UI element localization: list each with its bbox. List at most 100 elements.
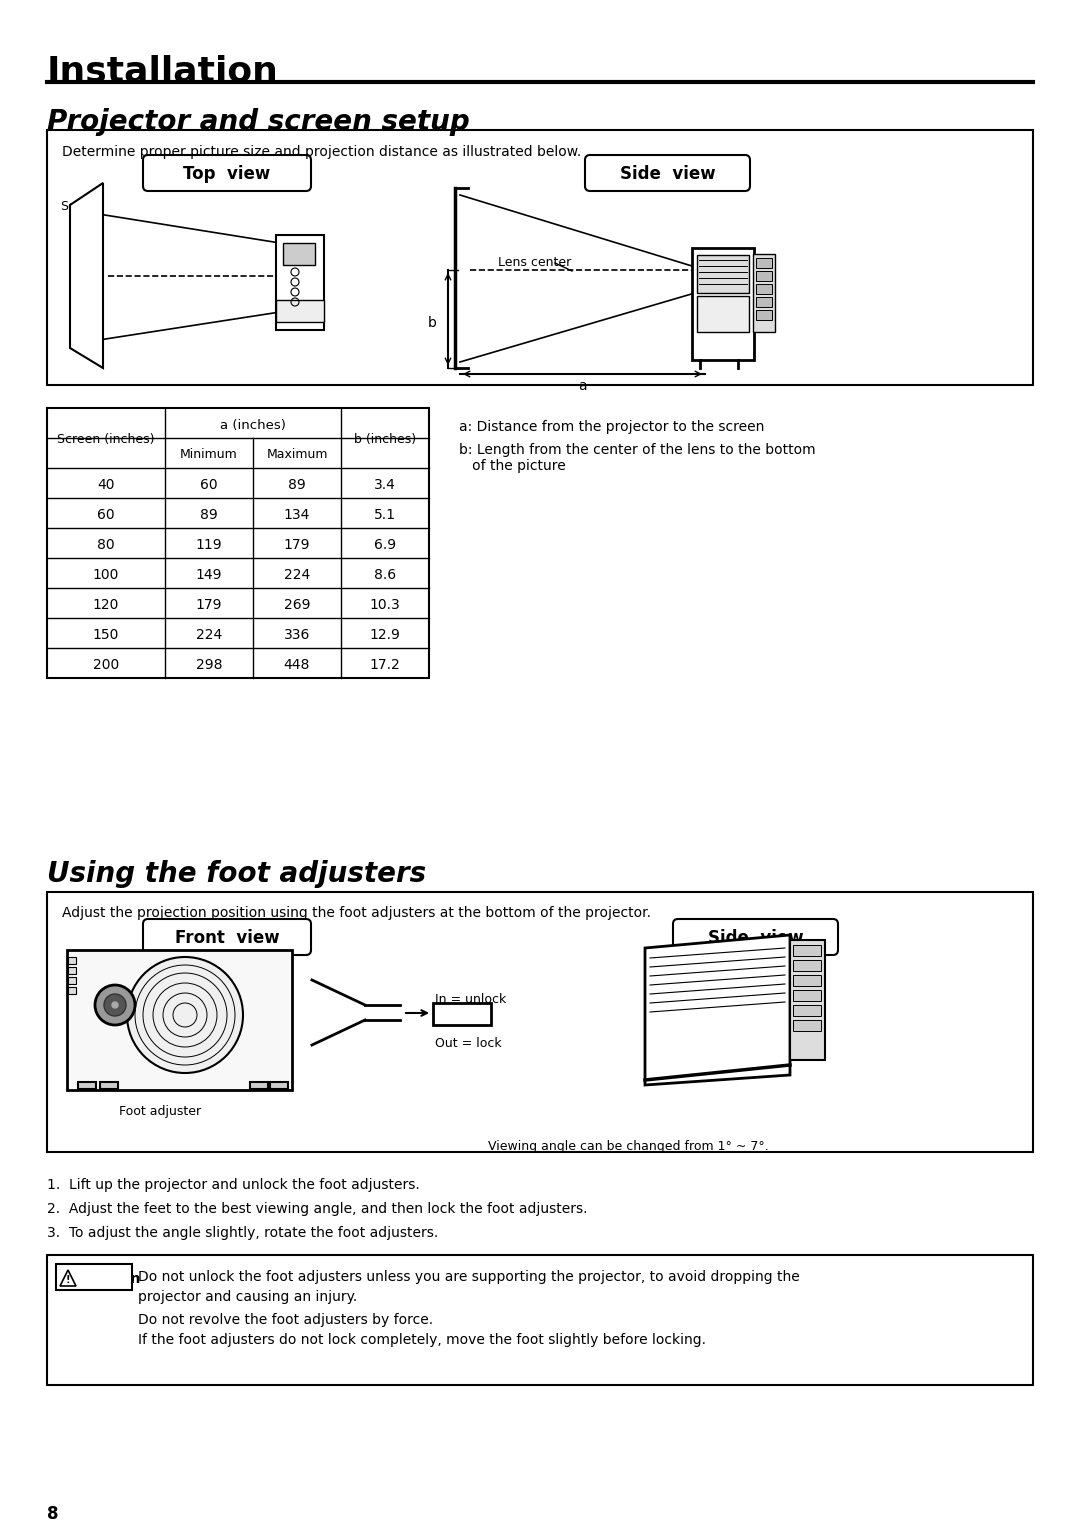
Bar bbox=[68, 967, 76, 974]
Bar bbox=[68, 957, 76, 964]
Bar bbox=[283, 243, 315, 266]
Bar bbox=[793, 960, 821, 971]
Text: b (inches): b (inches) bbox=[354, 433, 416, 447]
Circle shape bbox=[112, 1003, 118, 1009]
Text: 17.2: 17.2 bbox=[369, 658, 401, 671]
Text: 60: 60 bbox=[97, 508, 114, 522]
Text: 80: 80 bbox=[97, 539, 114, 552]
Bar bbox=[433, 1003, 491, 1025]
Text: 179: 179 bbox=[195, 598, 222, 612]
Bar bbox=[756, 298, 772, 307]
Text: Determine proper picture size and projection distance as illustrated below.: Determine proper picture size and projec… bbox=[62, 145, 581, 159]
Text: b: b bbox=[428, 316, 436, 330]
Text: 89: 89 bbox=[288, 478, 306, 491]
Text: projector and causing an injury.: projector and causing an injury. bbox=[138, 1289, 357, 1305]
Bar bbox=[100, 1082, 118, 1090]
Circle shape bbox=[104, 993, 126, 1016]
Text: Side  view: Side view bbox=[707, 929, 804, 948]
Circle shape bbox=[95, 984, 135, 1025]
Text: Minimum: Minimum bbox=[180, 449, 238, 461]
Text: 150: 150 bbox=[93, 629, 119, 642]
Text: 5.1: 5.1 bbox=[374, 508, 396, 522]
Text: 2.  Adjust the feet to the best viewing angle, and then lock the foot adjusters.: 2. Adjust the feet to the best viewing a… bbox=[48, 1202, 588, 1216]
Text: Caution: Caution bbox=[80, 1273, 140, 1286]
Text: Installation: Installation bbox=[48, 55, 279, 89]
Text: Adjust the projection position using the foot adjusters at the bottom of the pro: Adjust the projection position using the… bbox=[62, 906, 651, 920]
FancyBboxPatch shape bbox=[673, 919, 838, 955]
Text: Out = lock: Out = lock bbox=[435, 1038, 501, 1050]
Bar bbox=[793, 990, 821, 1001]
Text: 224: 224 bbox=[195, 629, 222, 642]
Bar bbox=[697, 296, 750, 333]
Bar bbox=[249, 1082, 268, 1090]
Polygon shape bbox=[70, 183, 103, 368]
Text: 269: 269 bbox=[284, 598, 310, 612]
Bar bbox=[48, 130, 1032, 385]
Text: Screen (inches): Screen (inches) bbox=[57, 433, 154, 447]
Text: Top  view: Top view bbox=[184, 165, 271, 183]
Bar bbox=[793, 1019, 821, 1032]
Text: Foot adjuster: Foot adjuster bbox=[119, 1105, 201, 1119]
Text: 336: 336 bbox=[284, 629, 310, 642]
Bar bbox=[276, 235, 324, 330]
Text: If the foot adjusters do not lock completely, move the foot slightly before lock: If the foot adjusters do not lock comple… bbox=[138, 1334, 706, 1347]
Bar bbox=[68, 977, 76, 984]
Bar bbox=[793, 1006, 821, 1016]
Bar bbox=[697, 255, 750, 293]
Text: Side  view: Side view bbox=[620, 165, 715, 183]
Bar bbox=[793, 975, 821, 986]
FancyBboxPatch shape bbox=[56, 1264, 132, 1289]
Bar bbox=[756, 272, 772, 281]
Text: 40: 40 bbox=[97, 478, 114, 491]
Text: 149: 149 bbox=[195, 568, 222, 581]
Text: 60: 60 bbox=[200, 478, 218, 491]
Text: 8: 8 bbox=[48, 1505, 58, 1523]
Bar bbox=[756, 310, 772, 320]
Text: 179: 179 bbox=[284, 539, 310, 552]
Text: 1.  Lift up the projector and unlock the foot adjusters.: 1. Lift up the projector and unlock the … bbox=[48, 1178, 420, 1192]
Text: a: a bbox=[578, 378, 586, 394]
Text: Maximum: Maximum bbox=[267, 449, 327, 461]
Bar bbox=[793, 945, 821, 955]
Text: 448: 448 bbox=[284, 658, 310, 671]
Text: a: Distance from the projector to the screen: a: Distance from the projector to the sc… bbox=[459, 420, 765, 433]
Bar bbox=[270, 1082, 288, 1090]
Text: Using the foot adjusters: Using the foot adjusters bbox=[48, 861, 427, 888]
Text: Screen: Screen bbox=[60, 200, 104, 214]
Text: Do not unlock the foot adjusters unless you are supporting the projector, to avo: Do not unlock the foot adjusters unless … bbox=[138, 1270, 800, 1283]
Bar bbox=[756, 258, 772, 269]
Polygon shape bbox=[60, 1270, 76, 1286]
Text: 12.9: 12.9 bbox=[369, 629, 401, 642]
Polygon shape bbox=[645, 935, 789, 1085]
Text: Front  view: Front view bbox=[175, 929, 280, 948]
Bar bbox=[48, 893, 1032, 1152]
Text: 224: 224 bbox=[284, 568, 310, 581]
Text: 6.9: 6.9 bbox=[374, 539, 396, 552]
Text: !: ! bbox=[66, 1276, 70, 1285]
Text: Projector and screen setup: Projector and screen setup bbox=[48, 108, 470, 136]
Text: 119: 119 bbox=[195, 539, 222, 552]
FancyBboxPatch shape bbox=[585, 156, 750, 191]
FancyBboxPatch shape bbox=[143, 919, 311, 955]
Text: 3.  To adjust the angle slightly, rotate the foot adjusters.: 3. To adjust the angle slightly, rotate … bbox=[48, 1225, 438, 1241]
Text: a (inches): a (inches) bbox=[220, 418, 286, 432]
Bar bbox=[68, 987, 76, 993]
Text: In = unlock: In = unlock bbox=[435, 993, 507, 1006]
Text: 120: 120 bbox=[93, 598, 119, 612]
Text: 89: 89 bbox=[200, 508, 218, 522]
Text: Viewing angle can be changed from 1° ~ 7°.: Viewing angle can be changed from 1° ~ 7… bbox=[488, 1140, 769, 1154]
FancyBboxPatch shape bbox=[143, 156, 311, 191]
Text: 8.6: 8.6 bbox=[374, 568, 396, 581]
Bar bbox=[48, 1254, 1032, 1386]
Text: b: Length from the center of the lens to the bottom
   of the picture: b: Length from the center of the lens to… bbox=[459, 443, 815, 473]
Text: Lens center: Lens center bbox=[498, 256, 571, 269]
Text: 200: 200 bbox=[93, 658, 119, 671]
Text: Do not revolve the foot adjusters by force.: Do not revolve the foot adjusters by for… bbox=[138, 1312, 433, 1328]
Bar bbox=[67, 951, 292, 1090]
Text: 100: 100 bbox=[93, 568, 119, 581]
Text: 10.3: 10.3 bbox=[369, 598, 401, 612]
Bar bbox=[692, 249, 754, 360]
Bar bbox=[48, 407, 429, 678]
Bar bbox=[756, 284, 772, 295]
Bar bbox=[78, 1082, 96, 1090]
